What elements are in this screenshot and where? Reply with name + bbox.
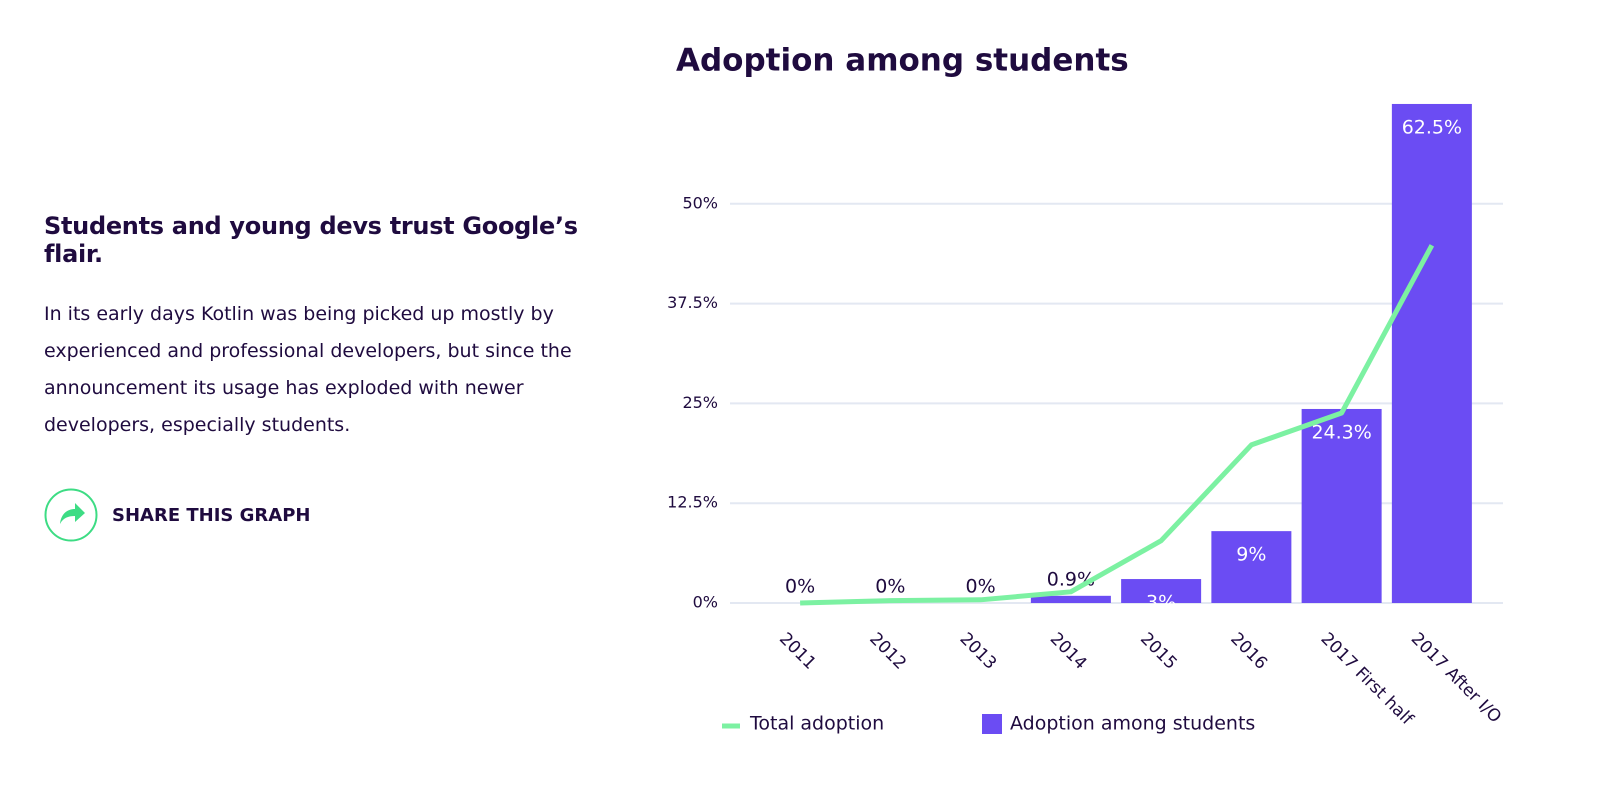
line	[800, 244, 1435, 606]
value-label: 0%	[966, 576, 996, 598]
legend-label: Total adoption	[749, 713, 884, 735]
bar	[1030, 595, 1111, 603]
x-tick-label: 2017 After I/O	[1407, 629, 1505, 727]
value-label: 24.3%	[1311, 421, 1371, 443]
value-label: 9%	[1236, 544, 1266, 566]
share-label[interactable]: SHARE THIS GRAPH	[112, 504, 311, 526]
bar	[1121, 579, 1202, 603]
y-tick-label: 0%	[693, 593, 718, 612]
x-tick-label: 2014	[1046, 629, 1091, 674]
bar	[1301, 408, 1382, 603]
share-icon[interactable]	[44, 488, 98, 542]
x-tick-label: 2016	[1226, 629, 1271, 674]
legend-swatch	[982, 714, 1002, 734]
heading: Students and young devs trust Google’s f…	[44, 212, 578, 268]
legend-label: Adoption among students	[1010, 713, 1255, 735]
chart-title: Adoption among students	[676, 43, 1129, 79]
y-tick-label: 37.5%	[667, 293, 718, 312]
bar	[1211, 531, 1292, 603]
value-label: 0%	[875, 576, 905, 598]
article: Students and young devs trust Google’s f…	[44, 212, 624, 542]
value-label: 62.5%	[1402, 116, 1462, 138]
y-tick-label: 50%	[682, 193, 718, 212]
x-tick-label: 2015	[1136, 629, 1181, 674]
value-label: 3%	[1146, 592, 1176, 614]
value-label: 0.9%	[1047, 568, 1095, 590]
value-label: 0%	[785, 576, 815, 598]
bar	[1391, 103, 1472, 603]
x-tick-label: 2013	[956, 629, 1001, 674]
y-tick-label: 25%	[682, 393, 718, 412]
body-text: In its early days Kotlin was being picke…	[44, 303, 572, 436]
x-tick-label: 2011	[775, 629, 820, 674]
x-tick-label: 2017 First half	[1317, 629, 1418, 730]
y-tick-label: 12.5%	[667, 493, 718, 512]
share-button[interactable]: SHARE THIS GRAPH	[44, 488, 624, 542]
x-tick-label: 2012	[865, 629, 910, 674]
